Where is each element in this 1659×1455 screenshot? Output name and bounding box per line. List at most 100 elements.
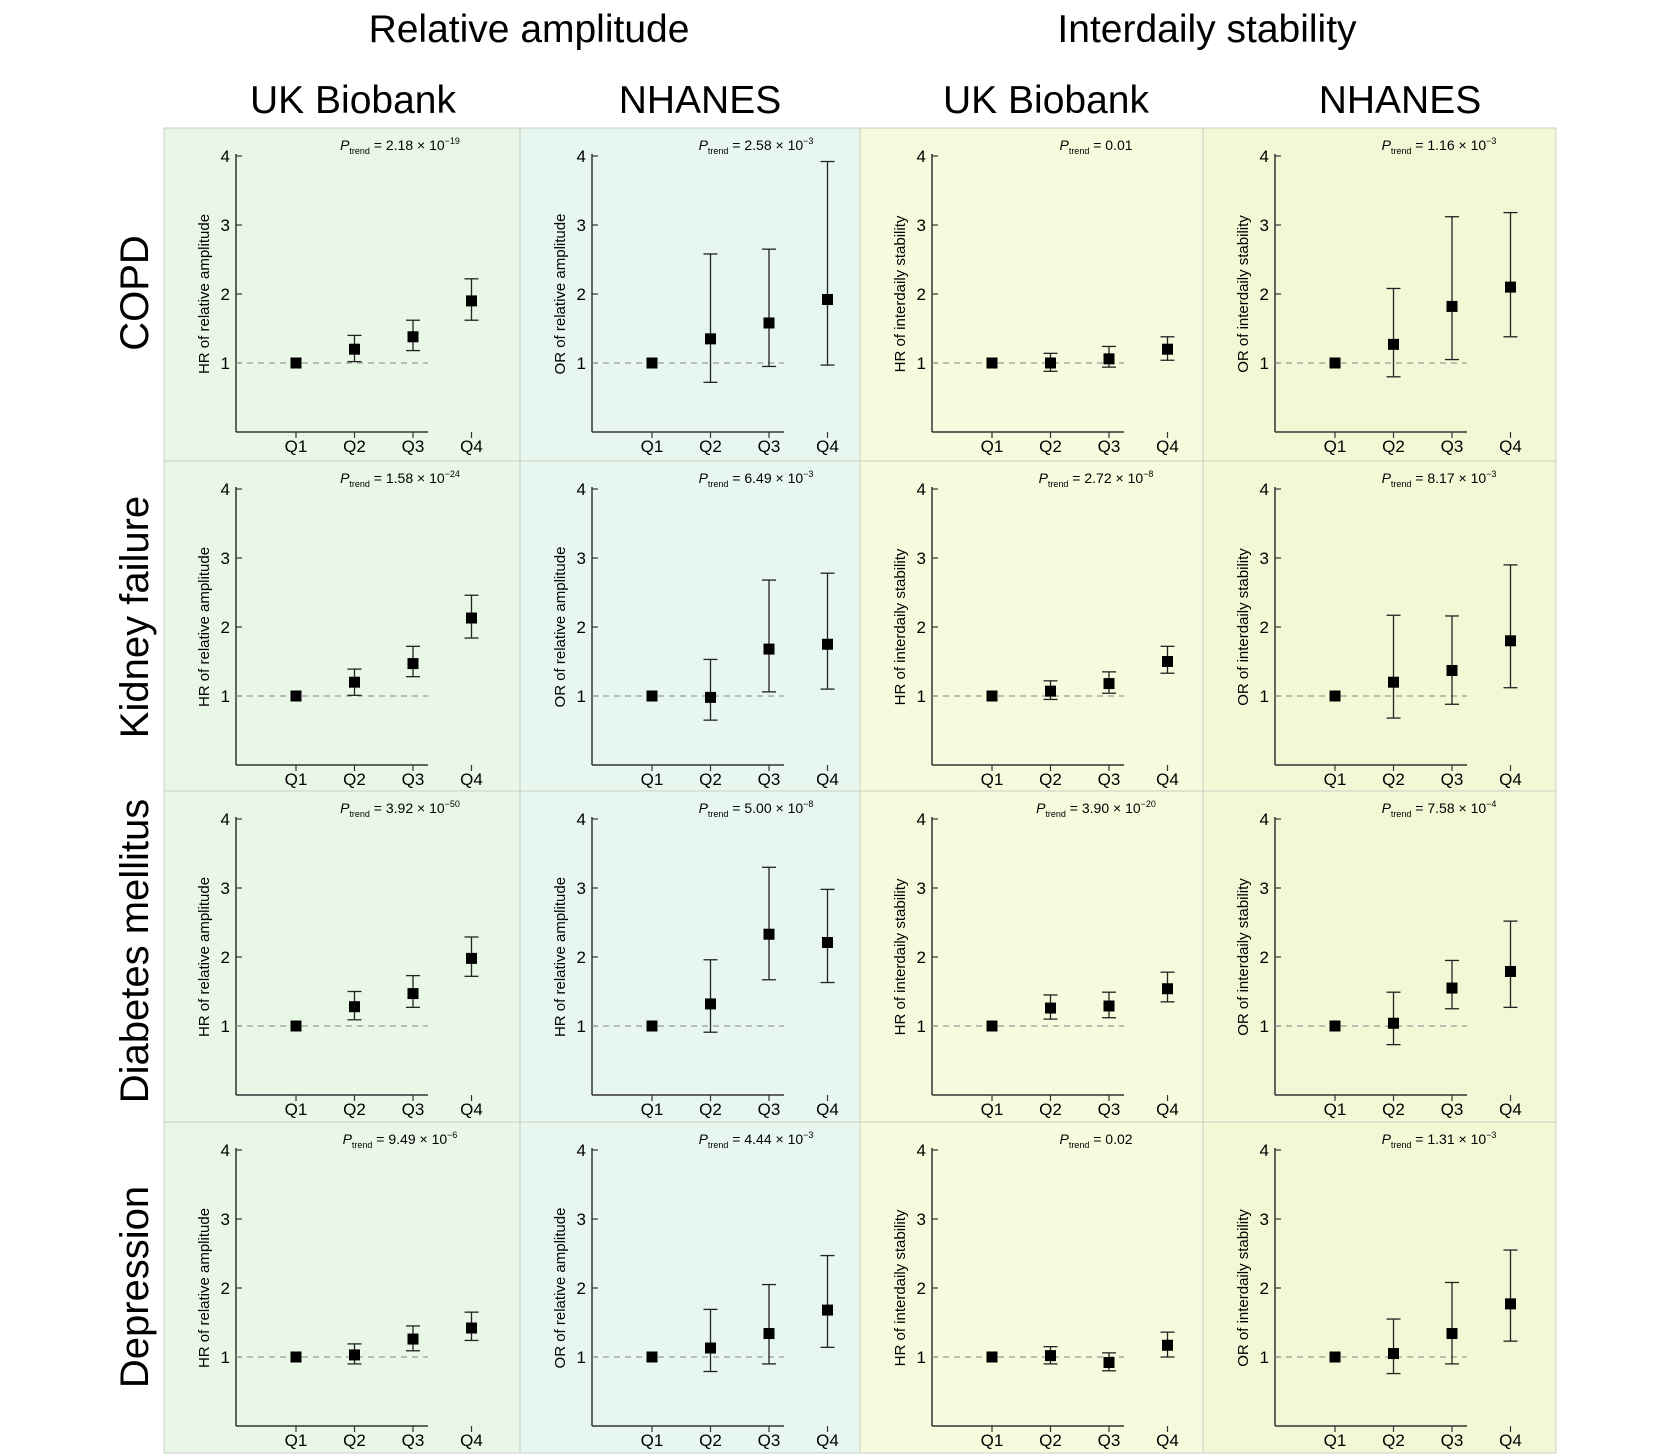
data-point <box>466 612 477 624</box>
p-trend-label: Ptrend = 3.90 × 10−20 <box>1036 799 1156 819</box>
data-point <box>1388 338 1399 350</box>
data-point <box>1162 343 1173 355</box>
data-point <box>1446 982 1458 994</box>
y-tick-label: 4 <box>917 480 926 499</box>
data-point <box>646 357 658 369</box>
row-label-depression: Depression <box>113 1186 157 1388</box>
error-bar <box>1503 920 1518 1009</box>
panel-backgrounds <box>163 127 1557 1454</box>
y-tick-label: 1 <box>1260 1348 1269 1367</box>
data-point <box>290 357 302 369</box>
data-point <box>1388 1017 1399 1029</box>
y-tick-label: 3 <box>1260 879 1269 898</box>
error-bar <box>1386 614 1401 719</box>
x-tick-label: Q1 <box>285 770 308 789</box>
data-point <box>763 643 775 655</box>
p-trend-label: Ptrend = 6.49 × 10−3 <box>699 469 814 489</box>
p-trend-label: Ptrend = 2.58 × 10−3 <box>699 136 814 156</box>
x-tick-label: Q3 <box>1441 1431 1464 1450</box>
x-tick-label: Q1 <box>981 437 1004 456</box>
data-point <box>1045 1002 1056 1014</box>
y-axis-label: HR of interdaily stability <box>892 548 909 705</box>
y-tick-label: 3 <box>1260 549 1269 568</box>
y-tick-label: 1 <box>221 1348 230 1367</box>
x-tick-label: Q3 <box>758 437 781 456</box>
y-tick-label: 2 <box>917 948 926 967</box>
x-tick-label: Q3 <box>1098 437 1121 456</box>
data-point <box>1045 1350 1056 1362</box>
data-point <box>986 1020 998 1032</box>
data-point <box>466 295 477 307</box>
error-bar <box>703 253 718 383</box>
error-bar <box>820 1254 835 1348</box>
data-point <box>349 343 360 355</box>
y-tick-label: 2 <box>577 618 586 637</box>
y-axis-label: OR of relative amplitude <box>552 1208 569 1369</box>
y-tick-label: 2 <box>577 948 586 967</box>
y-tick-label: 3 <box>577 216 586 235</box>
data-point <box>763 928 775 940</box>
data-point <box>705 1342 716 1354</box>
data-point <box>1388 1348 1399 1360</box>
data-point <box>466 952 477 964</box>
y-axis-label: HR of relative amplitude <box>196 214 213 374</box>
x-tick-label: Q2 <box>1039 437 1062 456</box>
x-tick-label: Q4 <box>460 437 483 456</box>
data-point <box>407 988 419 1000</box>
data-point <box>646 1020 658 1032</box>
row-label-diabetes-mellitus: Diabetes mellitus <box>113 799 157 1104</box>
x-tick-label: Q4 <box>1156 770 1179 789</box>
p-trend-label: Ptrend = 1.31 × 10−3 <box>1382 1130 1497 1150</box>
y-tick-label: 4 <box>1260 810 1269 829</box>
chart-panel: 1 2 3 4 HR of relative amplitude Q1 Q2 Q3 Q4 Ptre… <box>196 136 483 456</box>
data-point <box>1329 690 1341 702</box>
data-point <box>290 1351 302 1363</box>
chart-panel: 1 2 3 4 OR of relative amplitude Q1 Q2 Q3 Q4 Ptre… <box>552 1130 839 1450</box>
data-point <box>407 331 419 343</box>
y-tick-label: 4 <box>917 810 926 829</box>
y-tick-label: 3 <box>1260 216 1269 235</box>
data-point <box>1162 1339 1173 1351</box>
x-tick-label: Q1 <box>981 1100 1004 1119</box>
error-bar <box>1503 564 1518 689</box>
chart-panel: 1 2 3 4 OR of relative amplitude Q1 Q2 Q3 Q4 Ptre… <box>552 469 839 789</box>
y-tick-label: 3 <box>577 879 586 898</box>
data-point <box>407 1333 419 1345</box>
x-tick-label: Q1 <box>641 1100 664 1119</box>
x-tick-label: Q4 <box>460 1100 483 1119</box>
x-tick-label: Q4 <box>1156 1100 1179 1119</box>
x-tick-label: Q4 <box>1499 1431 1522 1450</box>
x-tick-label: Q1 <box>1324 770 1347 789</box>
chart-panel: 1 2 3 4 HR of relative amplitude Q1 Q2 Q3 Q4 Ptre… <box>196 1130 483 1450</box>
x-tick-label: Q4 <box>460 1431 483 1450</box>
y-tick-label: 2 <box>221 1279 230 1298</box>
y-axis-label: HR of relative amplitude <box>196 877 213 1037</box>
chart-panel: 1 2 3 4 HR of relative amplitude Q1 Q2 Q3 Q4 Ptre… <box>552 799 839 1119</box>
x-tick-label: Q2 <box>1039 1100 1062 1119</box>
x-tick-label: Q2 <box>343 770 366 789</box>
x-tick-label: Q1 <box>641 770 664 789</box>
data-point <box>1446 1328 1458 1340</box>
data-point <box>646 690 658 702</box>
data-point <box>1103 1357 1115 1369</box>
p-trend-label: Ptrend = 2.72 × 10−8 <box>1039 469 1154 489</box>
p-trend-label: Ptrend = 2.18 × 10−19 <box>340 136 460 156</box>
y-tick-label: 1 <box>577 354 586 373</box>
x-tick-label: Q2 <box>343 437 366 456</box>
p-trend-label: Ptrend = 1.58 × 10−24 <box>340 469 460 489</box>
y-axis-label: HR of interdaily stability <box>892 1209 909 1366</box>
y-tick-label: 3 <box>221 216 230 235</box>
data-point <box>1505 281 1516 293</box>
data-point <box>349 1001 360 1013</box>
data-point <box>822 294 833 306</box>
y-tick-label: 2 <box>577 1279 586 1298</box>
x-tick-label: Q1 <box>285 1431 308 1450</box>
data-point <box>349 1349 360 1361</box>
y-tick-label: 3 <box>917 216 926 235</box>
p-trend-label: Ptrend = 4.44 × 10−3 <box>699 1130 814 1150</box>
x-tick-label: Q3 <box>758 770 781 789</box>
y-tick-label: 4 <box>917 147 926 166</box>
x-tick-label: Q3 <box>402 437 425 456</box>
x-tick-label: Q2 <box>699 770 722 789</box>
